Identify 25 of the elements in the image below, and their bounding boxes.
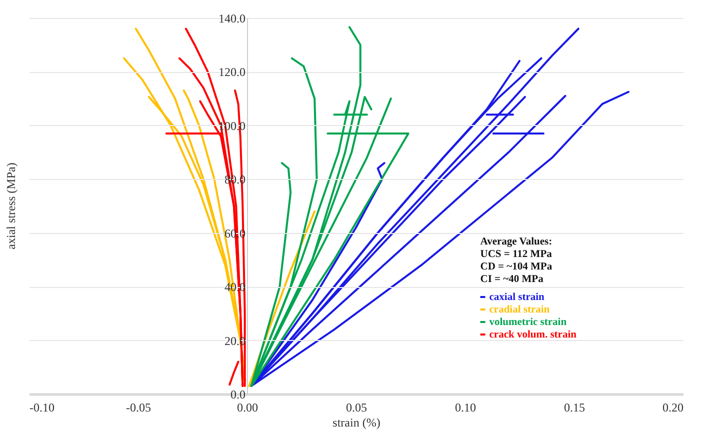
y-tick-label: 60.0 — [224, 226, 246, 240]
legend-label: volumetric strain — [489, 316, 567, 328]
y-axis-title: axial stress (MPa) — [4, 162, 18, 250]
annotation: CD = ~104 MPa — [480, 261, 553, 272]
annotation: Average Values: — [480, 236, 552, 248]
x-tick-label: -0.05 — [126, 400, 151, 414]
y-tick-label: 140.0 — [218, 12, 246, 26]
legend-label: caxial strain — [489, 292, 545, 303]
y-tick-label: 40.0 — [224, 280, 246, 294]
x-tick-label: -0.10 — [30, 400, 54, 414]
y-tick-label: 120.0 — [218, 65, 246, 80]
legend-label: cradial strain — [489, 304, 550, 316]
x-tick-label: 0.05 — [346, 400, 367, 414]
y-tick-label: 0.0 — [230, 388, 246, 402]
x-tick-label: 0.20 — [662, 400, 684, 414]
y-tick-label: 100.0 — [218, 118, 246, 133]
x-tick-label: 0.10 — [455, 400, 476, 414]
y-tick-label: 80.0 — [224, 172, 246, 187]
x-tick-label: 0.00 — [237, 400, 258, 414]
x-axis-title: strain (%) — [332, 416, 380, 430]
y-tick-label: 20.0 — [224, 334, 246, 348]
annotation: CI = ~40 MPa — [480, 274, 544, 285]
x-tick-label: 0.15 — [564, 400, 585, 414]
legend-label: crack volum. strain — [489, 329, 577, 340]
annotation: UCS = 112 MPa — [480, 248, 553, 260]
